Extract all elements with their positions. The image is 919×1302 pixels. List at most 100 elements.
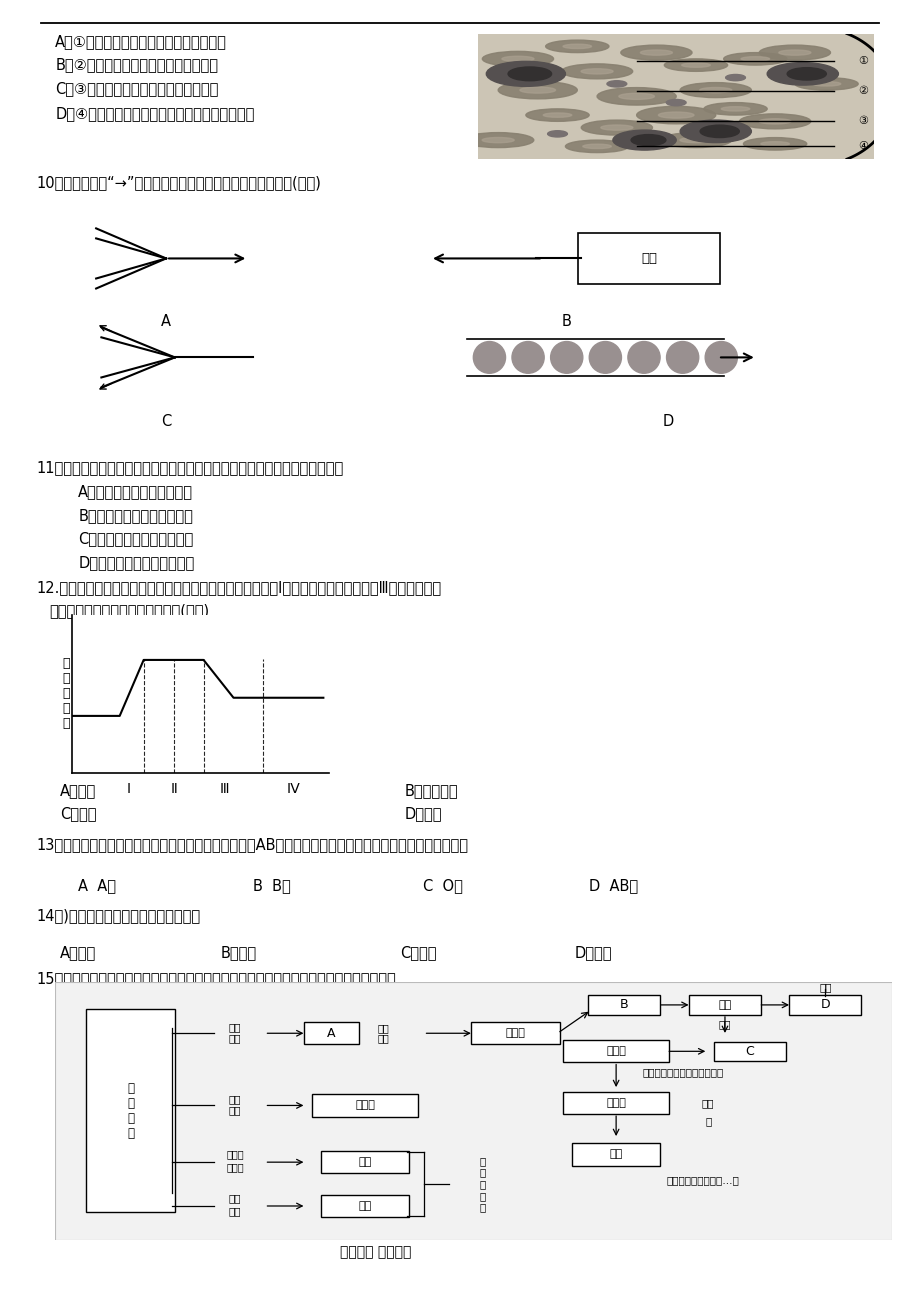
Text: 11．在人体心脏的四个腔中，同侧相通，左右不通，这种结构有利于（　　）: 11．在人体心脏的四个腔中，同侧相通，左右不通，这种结构有利于（ ） xyxy=(37,460,344,475)
Text: A: A xyxy=(327,1027,335,1040)
Ellipse shape xyxy=(703,103,766,115)
Text: C．③无细胞核，能促进止血和加速凝血: C．③无细胞核，能促进止血和加速凝血 xyxy=(55,81,219,96)
Ellipse shape xyxy=(681,62,709,68)
Ellipse shape xyxy=(620,46,691,60)
Text: 重吸: 重吸 xyxy=(701,1098,714,1108)
Text: C: C xyxy=(161,414,171,430)
Text: 10．观察下图，“→”表示血流方向，其中能表示静脉血管的是(　　): 10．观察下图，“→”表示血流方向，其中能表示静脉血管的是( ) xyxy=(37,174,322,190)
Ellipse shape xyxy=(462,133,533,147)
Y-axis label: 某
物
质
含
量: 某 物 质 含 量 xyxy=(62,658,70,730)
Circle shape xyxy=(507,66,551,81)
Text: D．动脉血和静脉血部分分开: D．动脉血和静脉血部分分开 xyxy=(78,555,194,570)
Text: D  AB型: D AB型 xyxy=(588,878,637,893)
Text: C．动脉血和静脉血完全分开: C．动脉血和静脉血完全分开 xyxy=(78,531,193,547)
Text: 尿液: 尿液 xyxy=(229,1206,241,1216)
FancyBboxPatch shape xyxy=(713,1042,785,1061)
Text: 12.下图为人体血液循环过程中某物质含量的变化情况，如果Ⅰ代表肺泡间的毛细血管，Ⅲ代表组织细胞: 12.下图为人体血液循环过程中某物质含量的变化情况，如果Ⅰ代表肺泡间的毛细血管，… xyxy=(37,579,441,595)
FancyBboxPatch shape xyxy=(86,1009,175,1212)
FancyBboxPatch shape xyxy=(303,1022,358,1044)
Ellipse shape xyxy=(679,82,751,98)
Circle shape xyxy=(612,130,675,150)
Text: 排出: 排出 xyxy=(229,1193,241,1203)
Text: 泌
尿
系
统: 泌 尿 系 统 xyxy=(127,1082,134,1139)
Text: C: C xyxy=(745,1044,754,1057)
Text: B．②的数量最多，主要功能是运输氧气: B．②的数量最多，主要功能是运输氧气 xyxy=(55,57,218,73)
FancyBboxPatch shape xyxy=(588,995,660,1014)
Text: 血浆: 血浆 xyxy=(818,982,831,992)
Text: 15．下图是人的泌尿系统的概念图，选项中字母所表示的内容表述不正确的是　　（　　）: 15．下图是人的泌尿系统的概念图，选项中字母所表示的内容表述不正确的是 （ ） xyxy=(37,971,396,987)
Ellipse shape xyxy=(526,109,588,121)
Ellipse shape xyxy=(565,141,628,152)
Text: 尿液: 尿液 xyxy=(608,1150,622,1160)
Text: 形成: 形成 xyxy=(229,1022,241,1031)
Ellipse shape xyxy=(658,112,693,118)
Text: B: B xyxy=(619,999,628,1012)
Ellipse shape xyxy=(760,142,789,146)
FancyBboxPatch shape xyxy=(478,34,873,159)
Ellipse shape xyxy=(627,341,660,374)
Text: 输尿管: 输尿管 xyxy=(355,1100,375,1111)
Ellipse shape xyxy=(562,44,591,48)
Ellipse shape xyxy=(739,113,810,129)
Text: B．出汗: B．出汗 xyxy=(221,945,256,961)
Ellipse shape xyxy=(502,56,533,61)
Text: 尿液: 尿液 xyxy=(229,1034,241,1043)
FancyBboxPatch shape xyxy=(789,995,860,1014)
Ellipse shape xyxy=(545,40,608,52)
FancyBboxPatch shape xyxy=(571,1143,660,1165)
Ellipse shape xyxy=(561,64,632,79)
Ellipse shape xyxy=(600,125,632,130)
Text: 过滤: 过滤 xyxy=(718,1019,731,1030)
Circle shape xyxy=(699,125,739,138)
FancyBboxPatch shape xyxy=(55,982,891,1240)
Text: D．废物: D．废物 xyxy=(404,806,442,822)
Circle shape xyxy=(630,134,665,146)
Ellipse shape xyxy=(473,341,505,374)
Text: A．排尿: A．排尿 xyxy=(60,945,96,961)
Ellipse shape xyxy=(758,46,830,60)
Ellipse shape xyxy=(618,94,653,99)
Ellipse shape xyxy=(723,52,786,65)
FancyBboxPatch shape xyxy=(320,1151,409,1173)
Ellipse shape xyxy=(581,69,612,74)
Text: 排
尿
的
通
道: 排 尿 的 通 道 xyxy=(479,1156,484,1212)
Circle shape xyxy=(766,62,837,85)
Text: B．二氧化碳: B．二氧化碳 xyxy=(404,783,458,798)
Text: 间的毛细血管，则该物质最可能是(　　): 间的毛细血管，则该物质最可能是( ) xyxy=(49,603,209,618)
Text: B．动脉血和静脉血部分混合: B．动脉血和静脉血部分混合 xyxy=(78,508,193,523)
Text: A: A xyxy=(161,314,171,329)
Text: 肾小管: 肾小管 xyxy=(606,1098,626,1108)
Circle shape xyxy=(665,99,686,105)
Ellipse shape xyxy=(741,57,768,61)
Circle shape xyxy=(486,61,565,86)
Text: 存尿液: 存尿液 xyxy=(226,1163,244,1172)
Text: 智汇文库 专业文档: 智汇文库 专业文档 xyxy=(340,1246,412,1259)
Ellipse shape xyxy=(720,107,749,111)
FancyBboxPatch shape xyxy=(320,1195,409,1217)
Ellipse shape xyxy=(583,145,610,148)
Text: 尿液: 尿液 xyxy=(229,1105,241,1116)
Text: C．氧气: C．氧气 xyxy=(60,806,96,822)
Text: 尿道: 尿道 xyxy=(357,1200,371,1211)
Text: 心脏: 心脏 xyxy=(641,253,656,264)
Circle shape xyxy=(607,81,626,87)
Ellipse shape xyxy=(679,138,711,143)
Text: 肾小囊: 肾小囊 xyxy=(606,1047,626,1056)
Ellipse shape xyxy=(543,113,571,117)
Text: D．④主要成分是血红蛋白，主要作用运载血细胞: D．④主要成分是血红蛋白，主要作用运载血细胞 xyxy=(55,105,255,121)
Ellipse shape xyxy=(640,49,672,55)
Ellipse shape xyxy=(665,341,698,374)
Text: （水、无机盐、尿素…）: （水、无机盐、尿素…） xyxy=(665,1176,739,1185)
Text: 14．)以下不属于排泄废物的是（　　）: 14．)以下不属于排泄废物的是（ ） xyxy=(37,907,200,923)
Ellipse shape xyxy=(482,51,553,66)
Text: 单位: 单位 xyxy=(377,1034,389,1043)
Text: 膜胱: 膜胱 xyxy=(357,1157,371,1167)
Ellipse shape xyxy=(588,341,621,374)
FancyBboxPatch shape xyxy=(471,1022,560,1044)
Ellipse shape xyxy=(511,341,544,374)
Text: D．出血: D．出血 xyxy=(574,945,612,961)
Ellipse shape xyxy=(794,78,857,90)
Text: C  O型: C O型 xyxy=(423,878,462,893)
Text: A．养料: A．养料 xyxy=(60,783,96,798)
Text: A．动脉血和静脉血完全混合: A．动脉血和静脉血完全混合 xyxy=(78,484,193,500)
